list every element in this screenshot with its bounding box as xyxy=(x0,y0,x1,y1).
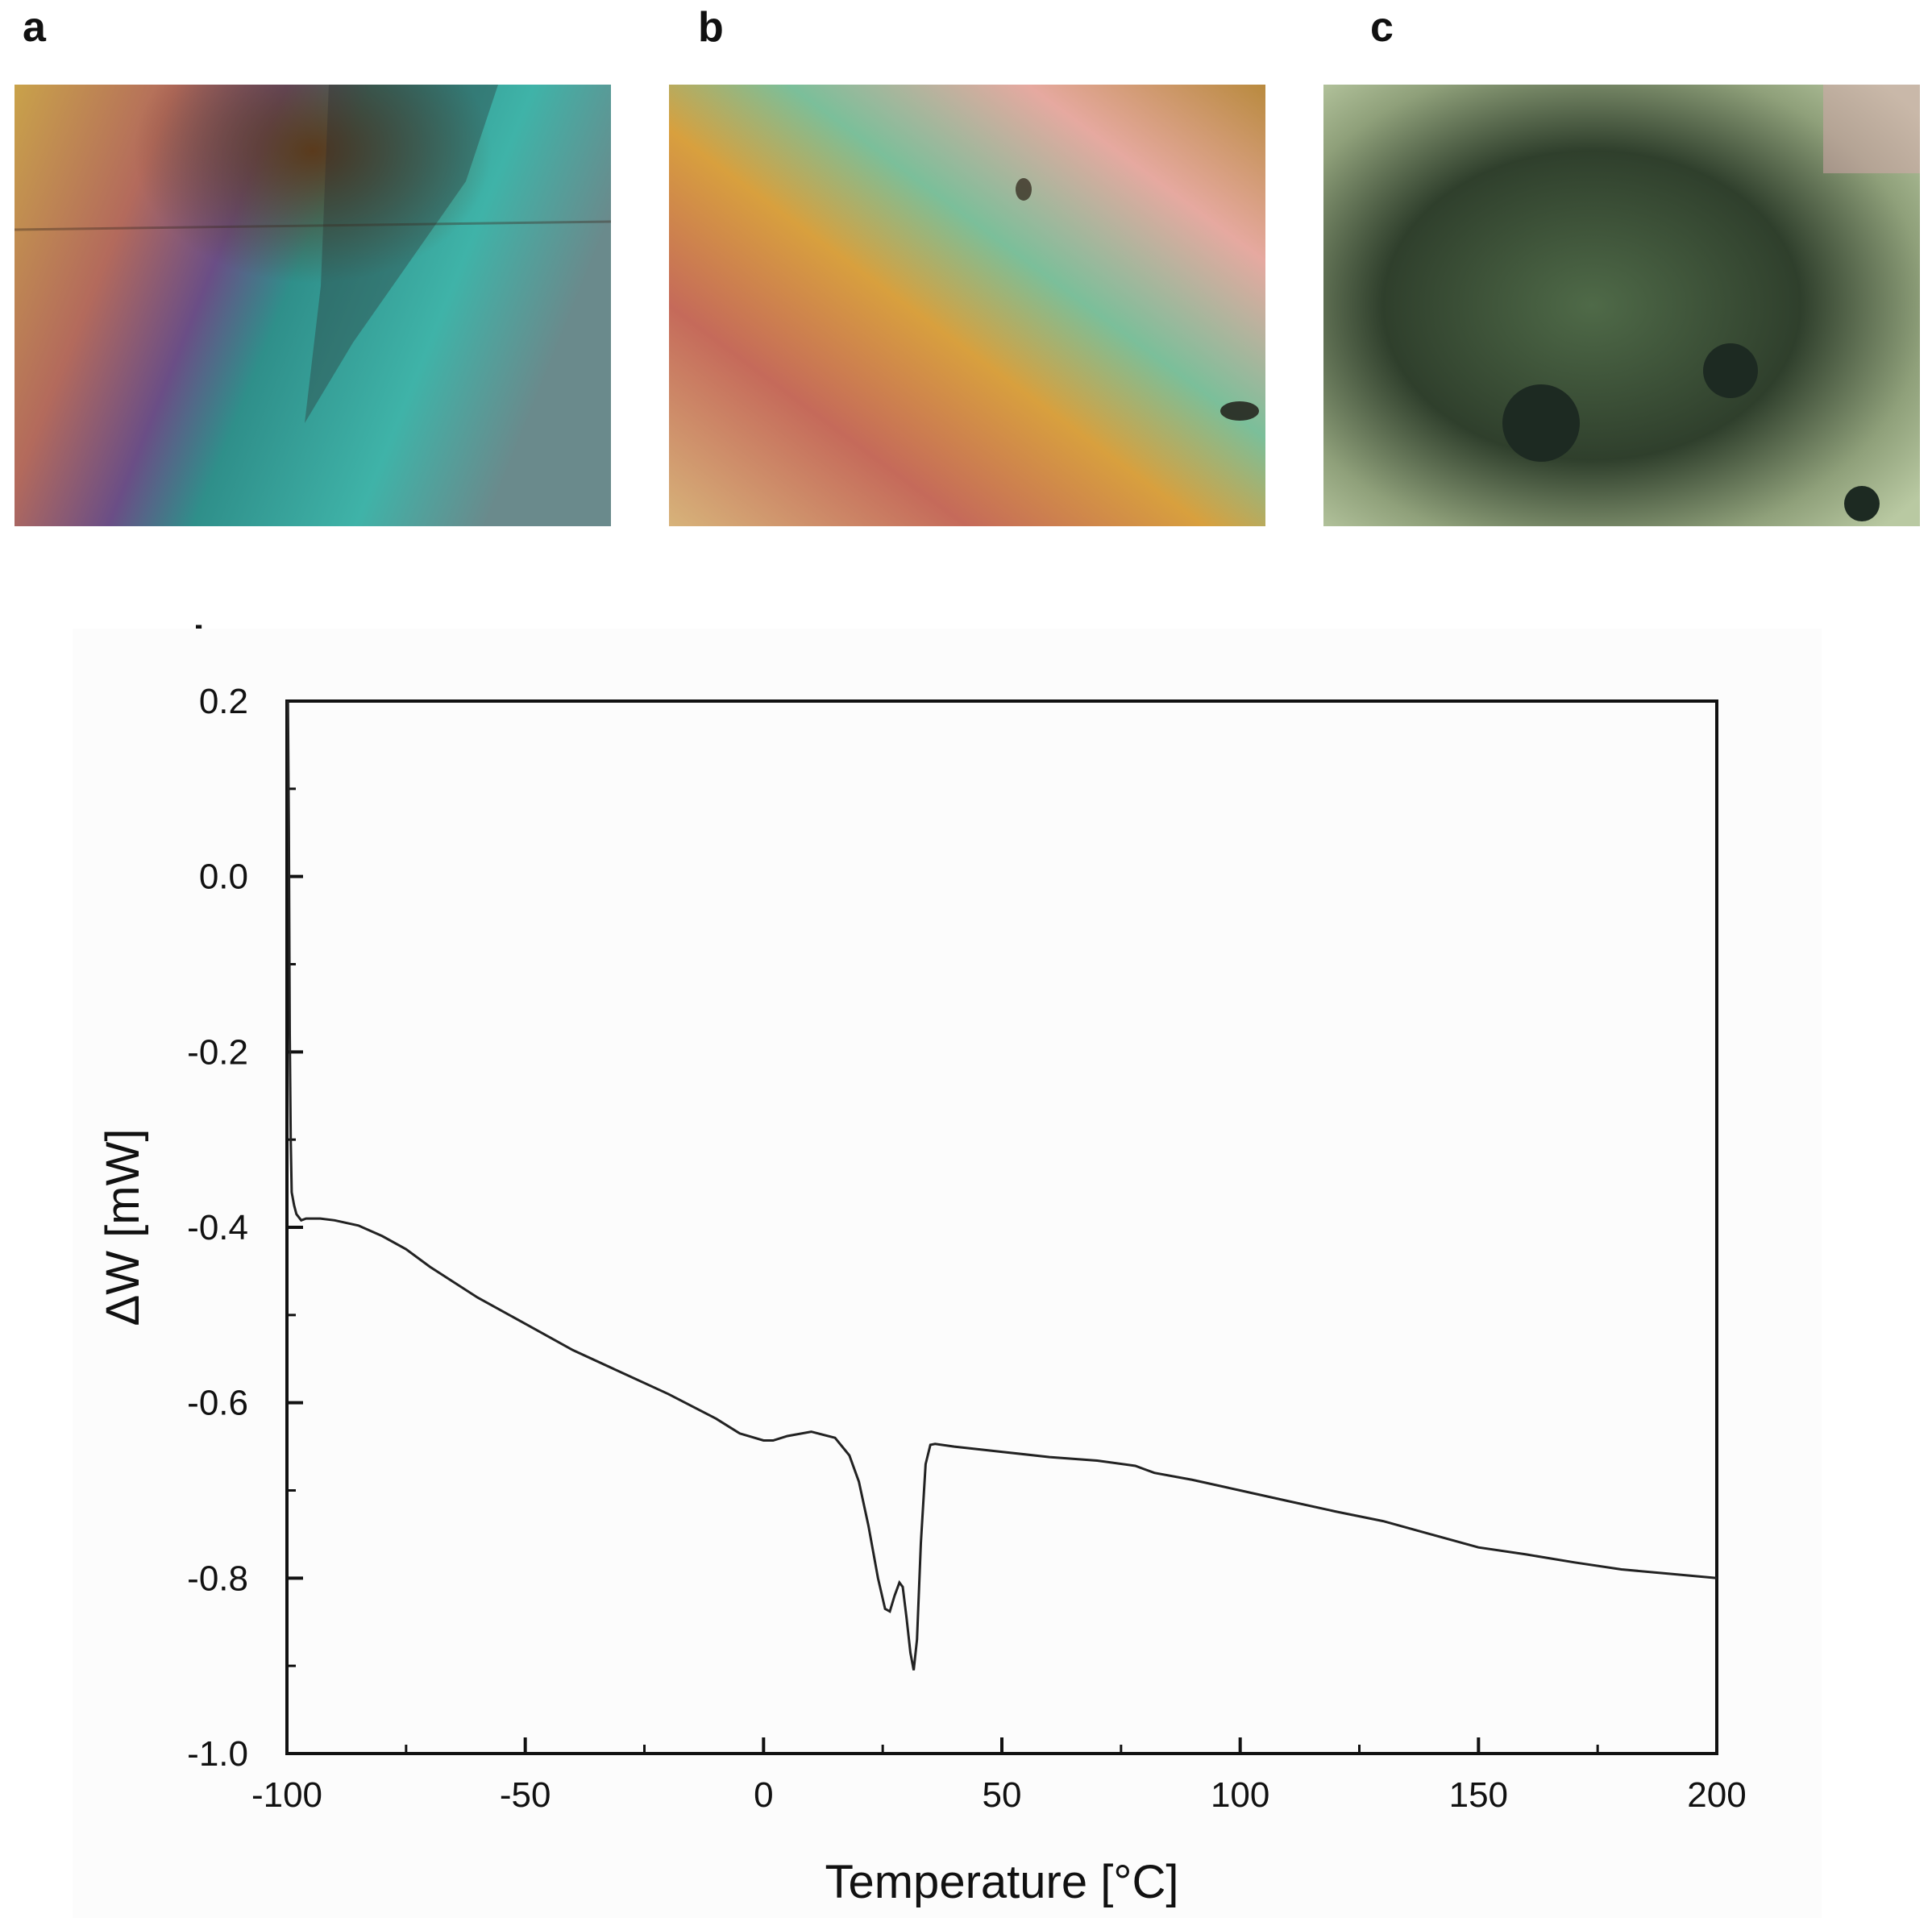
plot-frame xyxy=(285,699,1718,1755)
micrograph-b xyxy=(669,85,1265,526)
panel-label-b: b xyxy=(698,4,724,51)
micrograph-c xyxy=(1323,85,1920,526)
y-tick-label: -0.6 xyxy=(187,1384,248,1423)
micrograph-a xyxy=(15,85,611,526)
x-axis-ticks: -100 -50 0 50 100 150 200 xyxy=(251,1737,1747,1815)
y-tick-label: 0.0 xyxy=(199,857,248,897)
x-tick-label: 150 xyxy=(1449,1775,1508,1815)
x-tick-label: 200 xyxy=(1687,1775,1746,1815)
dsc-curve-line xyxy=(286,700,1718,1671)
x-tick-label: 0 xyxy=(754,1775,773,1815)
y-tick-label: -1.0 xyxy=(187,1734,248,1774)
y-tick-label: -0.8 xyxy=(187,1559,248,1598)
x-tick-label: -50 xyxy=(500,1775,551,1815)
x-tick-label: 50 xyxy=(983,1775,1022,1815)
panel-label-d: d xyxy=(179,618,205,665)
panel-label-c: c xyxy=(1370,4,1394,51)
chart-background xyxy=(73,629,1822,1918)
x-axis-title: Temperature [°C] xyxy=(825,1856,1178,1908)
panel-label-a: a xyxy=(23,4,46,51)
y-axis-title: ΔW [mW] xyxy=(97,1129,149,1326)
x-tick-label: 100 xyxy=(1211,1775,1269,1815)
y-axis-ticks: -1.0 -0.8 -0.6 -0.4 -0.2 0.0 0.2 xyxy=(187,682,303,1774)
y-tick-label: 0.2 xyxy=(199,682,248,721)
y-tick-label: -0.2 xyxy=(187,1032,248,1072)
y-tick-label: -0.4 xyxy=(187,1208,248,1247)
x-tick-label: -100 xyxy=(251,1775,322,1815)
